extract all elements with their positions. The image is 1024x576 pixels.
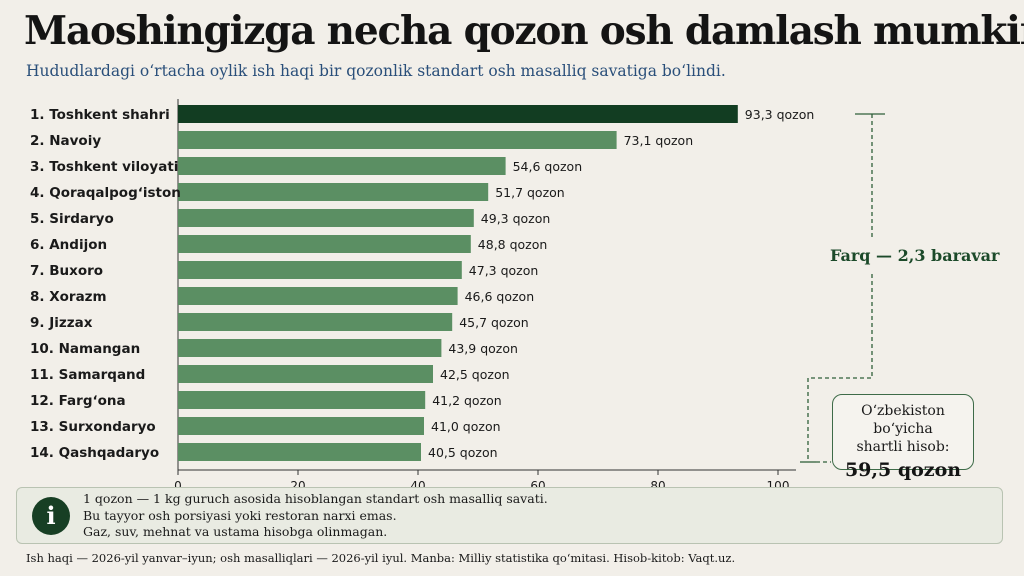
category-label: 6. Andijon — [30, 237, 107, 253]
value-label: 46,6 qozon — [465, 289, 535, 304]
note-text: 1 qozon — 1 kg guruch asosida hisoblanga… — [83, 491, 548, 541]
category-label: 12. Fargʻona — [30, 393, 126, 409]
category-label: 3. Toshkent viloyati — [30, 159, 178, 175]
note-line: Gaz, suv, mehnat va ustama hisobga olinm… — [83, 524, 388, 539]
info-note: i 1 qozon — 1 kg guruch asosida hisoblan… — [16, 487, 1003, 544]
value-label: 41,0 qozon — [431, 419, 501, 434]
category-label: 7. Buxoro — [30, 263, 103, 279]
difference-annotation: Farq — 2,3 baravar — [830, 246, 1000, 265]
category-label: 11. Samarqand — [30, 367, 145, 383]
category-label: 4. Qoraqalpogʻiston — [30, 185, 181, 201]
category-label: 9. Jizzax — [30, 315, 93, 331]
value-label: 48,8 qozon — [478, 237, 548, 252]
category-label: 14. Qashqadaryo — [30, 445, 159, 461]
bracket-lower-line — [807, 274, 873, 462]
value-label: 51,7 qozon — [495, 185, 565, 200]
value-label: 42,5 qozon — [440, 367, 510, 382]
value-label: 49,3 qozon — [481, 211, 551, 226]
bar — [178, 235, 471, 253]
category-label: 13. Surxondaryo — [30, 419, 156, 435]
national-value: 59,5 qozon — [844, 459, 962, 481]
category-label: 8. Xorazm — [30, 289, 107, 305]
value-label: 47,3 qozon — [469, 263, 539, 278]
bar — [178, 391, 426, 409]
x-tick-label: 0 — [174, 479, 182, 493]
category-label: 1. Toshkent shahri — [30, 107, 170, 123]
note-line: 1 qozon — 1 kg guruch asosida hisoblanga… — [83, 491, 548, 506]
value-label: 43,9 qozon — [448, 341, 518, 356]
value-label: 45,7 qozon — [459, 315, 529, 330]
bar — [178, 131, 617, 149]
bar — [178, 287, 458, 305]
info-icon: i — [32, 497, 70, 535]
bar — [178, 183, 489, 201]
value-label: 73,1 qozon — [624, 133, 694, 148]
bar — [178, 417, 424, 435]
bar — [178, 365, 433, 383]
value-label: 54,6 qozon — [513, 159, 583, 174]
bar — [178, 339, 442, 357]
national-label-line1: Oʻzbekiston boʻyicha — [861, 403, 945, 437]
note-line: Bu tayyor osh porsiyasi yoki restoran na… — [83, 507, 397, 523]
source-footer: Ish haqi — 2026-yil yanvar–iyun; osh mas… — [26, 551, 736, 565]
value-label: 93,3 qozon — [745, 107, 815, 122]
category-label: 2. Navoiy — [30, 133, 101, 149]
bar — [178, 313, 453, 331]
value-label: 40,5 qozon — [428, 445, 498, 460]
bar — [178, 157, 506, 175]
bar — [178, 261, 462, 279]
national-average-box: Oʻzbekiston boʻyicha shartli hisob: 59,5… — [832, 394, 974, 481]
bar — [178, 105, 738, 123]
chart-subtitle: Hududlardagi oʻrtacha oylik ish haqi bir… — [26, 62, 726, 80]
bar — [178, 209, 474, 227]
category-label: 5. Sirdaryo — [30, 211, 114, 227]
national-label-line2: shartli hisob: — [856, 439, 950, 455]
chart-title: Maoshingizga necha qozon osh damlash mum… — [24, 8, 1024, 54]
bar — [178, 443, 421, 461]
value-label: 41,2 qozon — [432, 393, 502, 408]
category-label: 10. Namangan — [30, 341, 140, 357]
